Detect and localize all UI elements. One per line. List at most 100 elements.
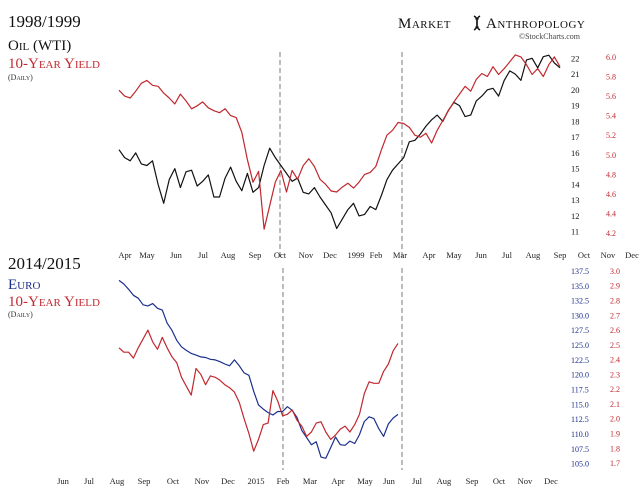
bottom-y-tick-label-inner: 127.5 (571, 326, 589, 335)
bottom-y-tick-label-outer: 3.0 (610, 267, 620, 276)
top-y-tick-label-inner: 19 (571, 101, 580, 111)
bottom-y-tick-label-outer: 2.1 (610, 400, 620, 409)
top-y-tick-label-outer: 5.2 (606, 131, 616, 140)
bottom-y-tick-label-inner: 137.5 (571, 267, 589, 276)
top-y-tick-label-outer: 5.8 (606, 72, 616, 81)
top-legend-oil: Oil (WTI) (8, 38, 71, 54)
bottom-y-tick-label-outer: 1.9 (610, 429, 620, 438)
top-y-tick-label-inner: 14 (571, 179, 580, 189)
bottom-y-tick-label-outer: 2.8 (610, 297, 620, 306)
bottom-y-tick-label-outer: 1.7 (610, 459, 620, 468)
top-x-tick-label: Oct (578, 250, 591, 260)
bottom-y-tick-label-inner: 122.5 (571, 356, 589, 365)
bottom-x-tick-label: Feb (277, 476, 290, 486)
bottom-series-euro (118, 279, 399, 459)
bottom-y-tick-label-outer: 2.2 (610, 385, 620, 394)
bottom-y-tick-label-outer: 2.4 (610, 356, 620, 365)
bottom-y-tick-label-outer: 2.5 (610, 341, 620, 350)
top-x-tick-label: 1999 (348, 250, 365, 260)
bottom-x-tick-label: May (357, 476, 373, 486)
bottom-y-tick-label-inner: 115.0 (571, 400, 589, 409)
bottom-x-tick-label: Dec (221, 476, 235, 486)
bottom-y-tick-label-outer: 1.8 (610, 444, 620, 453)
bottom-y-tick-label-inner: 120.0 (571, 371, 589, 380)
top-x-tick-label: Aug (221, 250, 236, 260)
top-title: 1998/1999 (8, 12, 81, 31)
top-x-tick-label: Apr (422, 250, 435, 260)
bottom-y-tick-label-inner: 125.0 (571, 341, 589, 350)
top-y-tick-label-inner: 17 (571, 132, 580, 142)
top-y-tick-label-outer: 4.6 (606, 190, 616, 199)
top-x-tick-label: Mar (393, 250, 407, 260)
top-x-tick-label: Aug (526, 250, 541, 260)
bottom-y-tick-label-inner: 107.5 (571, 445, 589, 454)
bottom-y-tick-label-outer: 2.6 (610, 326, 620, 335)
bottom-y-tick-label-inner: 105.0 (571, 460, 589, 469)
top-y-tick-label-outer: 5.6 (606, 92, 616, 101)
top-x-tick-label: Apr (118, 250, 131, 260)
bottom-legend-euro: Euro (8, 277, 40, 293)
top-y-tick-label-outer: 5.4 (606, 112, 616, 121)
bottom-x-tick-label: Sep (466, 476, 479, 486)
bottom-y-tick-label-inner: 117.5 (571, 386, 589, 395)
top-x-tick-label: Jun (170, 250, 183, 260)
bottom-x-tick-label: Sep (138, 476, 151, 486)
bottom-x-tick-label: Mar (303, 476, 317, 486)
top-x-tick-label: Jul (198, 250, 209, 260)
top-x-tick-label: Sep (249, 250, 262, 260)
bottom-x-tick-label: Aug (437, 476, 452, 486)
bottom-y-tick-label-inner: 132.5 (571, 297, 589, 306)
bottom-y-tick-label-outer: 2.0 (610, 415, 620, 424)
bottom-legend-daily: (Daily) (8, 310, 33, 319)
bottom-x-tick-label: Apr (331, 476, 344, 486)
bottom-y-tick-label-outer: 2.9 (610, 282, 620, 291)
bottom-x-tick-label: Nov (518, 476, 533, 486)
top-x-tick-label: Dec (625, 250, 639, 260)
bottom-y-tick-label-inner: 112.5 (571, 415, 589, 424)
dna-helix-icon (473, 15, 481, 31)
top-y-tick-label-inner: 15 (571, 164, 580, 174)
bottom-y-tick-label-inner: 130.0 (571, 311, 589, 320)
top-series-10-year-yield (118, 54, 561, 230)
brand-credit: ©StockCharts.com (519, 32, 581, 41)
top-y-tick-label-outer: 6.0 (606, 53, 616, 62)
top-y-tick-label-inner: 13 (571, 195, 580, 205)
bottom-x-tick-label: Jul (412, 476, 423, 486)
top-x-tick-label: Nov (601, 250, 616, 260)
top-x-tick-label: Dec (323, 250, 337, 260)
bottom-y-tick-label-inner: 110.0 (571, 430, 589, 439)
top-y-tick-label-inner: 20 (571, 85, 580, 95)
bottom-x-tick-label: Dec (544, 476, 558, 486)
top-x-tick-label: May (139, 250, 155, 260)
top-x-tick-label: Feb (370, 250, 383, 260)
bottom-x-tick-label: Jul (84, 476, 95, 486)
top-series-oil-wti (118, 54, 561, 230)
top-x-tick-label: May (446, 250, 462, 260)
bottom-y-tick-label-outer: 2.7 (610, 311, 620, 320)
top-y-tick-label-outer: 4.8 (606, 170, 616, 179)
bottom-x-tick-label: Jun (57, 476, 70, 486)
top-y-tick-label-inner: 12 (571, 211, 580, 221)
brand-name-left: Market (398, 16, 451, 32)
top-y-tick-label-outer: 4.2 (606, 229, 616, 238)
top-y-tick-label-inner: 21 (571, 69, 580, 79)
top-x-tick-label: Sep (554, 250, 567, 260)
top-y-tick-label-outer: 4.4 (606, 210, 616, 219)
bottom-x-tick-label: Nov (195, 476, 210, 486)
top-y-tick-label-outer: 5.0 (606, 151, 616, 160)
bottom-plot: Jun Jul Aug Sep Oct Nov Dec 2015 Feb Mar Apr May Jun… (57, 267, 620, 486)
bottom-y-tick-label-inner: 135.0 (571, 282, 589, 291)
bottom-series-10-year-yield (118, 329, 399, 452)
bottom-x-tick-label: 2015 (248, 476, 265, 486)
top-legend-yield: 10-Year Yield (8, 56, 100, 72)
bottom-x-tick-label: Aug (110, 476, 125, 486)
top-x-tick-label: Nov (299, 250, 314, 260)
branding: Market Anthropology ©StockCharts.com (398, 15, 585, 41)
top-plot: Apr May Jun Jul Aug Sep Oct Nov Dec 1999 Feb Mar Apr… (118, 52, 639, 260)
bottom-x-tick-label: Jun (383, 476, 396, 486)
bottom-title: 2014/2015 (8, 254, 81, 273)
top-y-tick-label-inner: 11 (571, 227, 579, 237)
top-x-tick-label: Jun (475, 250, 488, 260)
